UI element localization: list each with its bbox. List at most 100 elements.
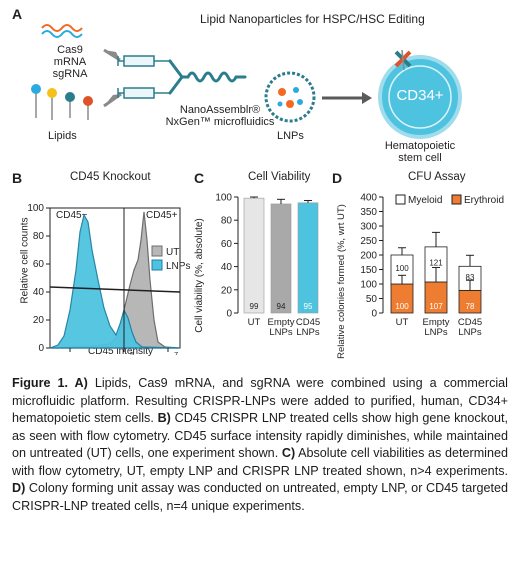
arrow-right-icon (322, 92, 372, 104)
caption-label-c: C) (281, 446, 296, 460)
cell-label-line2: stem cell (398, 152, 442, 164)
y-tick-label: 250 (360, 236, 377, 247)
bar (297, 202, 319, 314)
category-label: Empty (423, 317, 450, 328)
y-tick-label: 20 (221, 285, 233, 296)
y-tick-label: 400 (360, 193, 377, 204)
panel-d-letter: D (332, 170, 343, 186)
y-tick: 100 (27, 203, 44, 214)
y-tick-label: 100 (360, 280, 377, 291)
lipids-icon (31, 84, 93, 120)
y-tick-label: 200 (360, 251, 377, 262)
bar (270, 203, 292, 314)
legend-swatch-lnps (151, 259, 163, 271)
x-tick-base: 10 (118, 354, 130, 355)
inputs-label-line2: sgRNA (52, 68, 88, 80)
bar-value-label: 121 (429, 259, 443, 268)
bar-value-label: 78 (466, 302, 475, 311)
cd34-label: CD34+ (396, 87, 444, 104)
category-label: Empty (268, 317, 295, 328)
y-tick-label: 80 (221, 216, 233, 227)
category-label: CD45 (458, 317, 482, 328)
bar (243, 197, 265, 314)
legend-erythroid: Erythroid (464, 195, 504, 206)
cell-label-line1: Hematopoietic (384, 140, 456, 152)
caption-text-a: Lipids, Cas9 mRNA, and sgRNA were combin… (12, 376, 508, 425)
flow-histogram: 100 80 60 40 20 0 CD45− CD45+ UT LNPs 0 … (27, 203, 190, 355)
panel-c-letter: C (194, 170, 205, 186)
bar-value-label: 100 (395, 302, 409, 311)
x-tick-exp: 5 (130, 350, 134, 355)
microfluidic-chip-icon (168, 59, 247, 95)
rna-icon (41, 24, 83, 38)
cell-label: Hematopoietic stem cell (380, 140, 460, 164)
lnp-icon (264, 71, 316, 123)
inputs-label-line1: Cas9 mRNA (53, 44, 87, 68)
category-label: UT (396, 317, 409, 328)
legend-ut: UT (166, 247, 179, 258)
y-tick-label: 0 (371, 309, 377, 320)
category-label: LNPs (458, 327, 481, 338)
panel-a-title: Lipid Nanoparticles for HSPC/HSC Editing (200, 12, 425, 26)
caption-text-d: Colony forming unit assay was conducted … (12, 481, 508, 513)
legend-swatch-ut (151, 245, 163, 257)
gate-left-label: CD45− (56, 210, 88, 221)
bar-value-label: 99 (250, 302, 259, 311)
panel-c-title: Cell Viability (248, 171, 311, 183)
y-tick: 20 (33, 315, 45, 326)
y-tick-label: 60 (221, 239, 233, 250)
stem-cell-icon (378, 55, 462, 139)
y-tick-label: 100 (215, 193, 232, 204)
inputs-label: Cas9 mRNA sgRNA (40, 44, 100, 80)
y-tick: 80 (33, 231, 45, 242)
bar-value-label: 95 (304, 302, 313, 311)
syringe-icon (117, 55, 170, 99)
y-tick: 0 (38, 343, 44, 354)
legend-swatch-erythroid (451, 194, 462, 205)
x-tick-exp: 7 (174, 350, 178, 355)
device-label-line1: NanoAssemblr® (179, 104, 261, 116)
panel-a-letter: A (12, 6, 23, 22)
y-tick: 60 (33, 259, 45, 270)
caption-text-c: Absolute cell viabilities as determined … (12, 446, 508, 478)
panel-b-title: CD45 Knockout (70, 171, 151, 183)
y-tick-label: 300 (360, 222, 377, 233)
caption-label-a: Figure 1. A) (12, 376, 88, 390)
y-tick-label: 50 (366, 294, 378, 305)
panel-a (31, 24, 462, 139)
legend-swatch-myeloid (395, 194, 406, 205)
caption-label-b: B) (157, 411, 171, 425)
category-label: LNPs (269, 327, 292, 338)
caption-text-b: CD45 CRISPR LNP treated cells show high … (12, 411, 509, 460)
bar-value-label: 83 (466, 273, 475, 282)
category-label: UT (248, 317, 261, 328)
cas9-icon (394, 49, 412, 71)
device-label: NanoAssemblr® NxGen™ microfluidics (160, 104, 280, 128)
legend-myeloid: Myeloid (408, 195, 442, 206)
cfu-chart: Myeloid Erythroid 0 50 100 150 200 250 300 350 4… (360, 193, 504, 339)
gate-bar (49, 286, 181, 293)
gate-right-label: CD45+ (146, 210, 178, 221)
lnps-label: LNPs (277, 130, 304, 142)
category-label: LNPs (296, 327, 319, 338)
category-label: LNPs (424, 327, 447, 338)
y-tick-label: 350 (360, 207, 377, 218)
panel-b-xlabel: CD45 intensity (88, 346, 154, 357)
lnp-histogram (49, 213, 181, 349)
bar-value-label: 94 (277, 302, 286, 311)
y-tick-label: 150 (360, 265, 377, 276)
category-label: CD45 (296, 317, 320, 328)
bar-value-label: 107 (429, 302, 443, 311)
x-tick-base: 10 (162, 354, 174, 355)
legend-lnps: LNPs (166, 261, 190, 272)
figure-caption: Figure 1. A) Lipids, Cas9 mRNA, and sgRN… (12, 375, 508, 515)
panel-b-letter: B (12, 170, 23, 186)
y-tick-label: 40 (221, 262, 233, 273)
device-label-line2: NxGen™ microfluidics (165, 116, 275, 128)
panel-d-title: CFU Assay (408, 171, 466, 183)
lipids-label: Lipids (48, 130, 77, 142)
bar-value-label: 100 (395, 264, 409, 273)
caption-label-d: D) (12, 481, 26, 495)
x-tick: 0 (67, 354, 73, 355)
